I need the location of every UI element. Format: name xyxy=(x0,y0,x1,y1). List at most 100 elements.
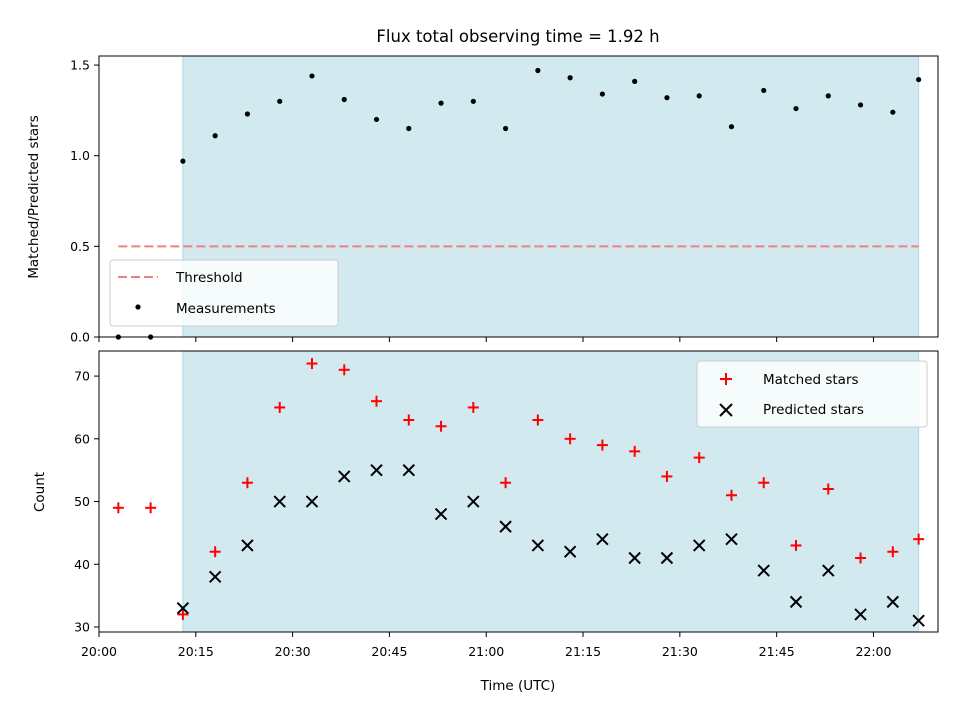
predicted-star-marker xyxy=(241,539,254,552)
matched-star-marker xyxy=(177,608,189,620)
bottom-y-tick-label: 30 xyxy=(74,619,90,634)
matched-star-marker xyxy=(790,539,802,551)
predicted-star-marker xyxy=(273,495,286,508)
measurement-point xyxy=(696,93,702,99)
matched-star-marker xyxy=(403,414,415,426)
top-legend-box xyxy=(109,259,339,327)
measurement-point xyxy=(664,95,670,101)
predicted-star-marker xyxy=(757,564,770,577)
bottom-y-tick-label: 70 xyxy=(74,369,90,384)
predicted-star-marker xyxy=(912,614,925,627)
bottom-y-tick-label: 60 xyxy=(74,431,90,446)
x-tick-label: 20:45 xyxy=(371,644,407,659)
top-y-tick-label: 1.0 xyxy=(70,148,90,163)
predicted-star-marker xyxy=(531,539,545,552)
matched-star-marker xyxy=(564,433,576,445)
matched-star-marker xyxy=(822,483,834,495)
legend-matched-swatch xyxy=(720,373,732,385)
legend-predicted-label: Predicted stars xyxy=(763,402,864,418)
predicted-star-marker xyxy=(208,570,222,584)
x-tick-label: 20:00 xyxy=(81,644,117,659)
x-tick-label: 21:00 xyxy=(468,644,504,659)
measurement-point xyxy=(212,133,218,139)
matched-star-marker xyxy=(371,395,383,407)
predicted-star-marker xyxy=(725,532,738,546)
x-tick-label: 20:30 xyxy=(275,644,311,659)
top-y-tick-label: 1.5 xyxy=(70,58,90,73)
top-y-ticks: 0.0 0.5 1.0 1.5 xyxy=(70,58,99,345)
chart-title: Flux total observing time = 1.92 h xyxy=(376,27,659,46)
x-tick-label: 20:15 xyxy=(178,644,214,659)
matched-star-marker xyxy=(274,401,286,413)
top-legend: Threshold Measurements xyxy=(109,259,339,327)
measurement-point xyxy=(502,125,509,132)
predicted-star-marker xyxy=(596,532,609,546)
x-tick-label: 21:15 xyxy=(565,644,601,659)
matched-star-marker xyxy=(145,502,157,514)
x-axis-label: Time (UTC) xyxy=(480,678,556,694)
predicted-star-marker xyxy=(693,539,706,552)
matched-star-marker xyxy=(500,477,512,489)
x-tick-label: 21:30 xyxy=(662,644,698,659)
x-tick-label: 22:00 xyxy=(855,644,891,659)
predicted-star-marker xyxy=(499,520,512,533)
measurement-point xyxy=(761,87,767,94)
measurement-point xyxy=(857,102,864,108)
predicted-star-marker xyxy=(176,601,190,615)
predicted-star-marker xyxy=(402,463,415,477)
top-y-tick-label: 0.0 xyxy=(70,330,90,345)
matched-star-marker xyxy=(338,364,350,376)
top-axes-frame xyxy=(98,55,939,338)
matched-star-marker xyxy=(661,470,673,482)
matched-star-marker xyxy=(758,477,770,489)
predicted-star-marker xyxy=(338,470,351,483)
measurement-point xyxy=(567,75,573,81)
matched-star-marker xyxy=(693,452,705,464)
measurement-point xyxy=(341,96,347,103)
bottom-y-tick-label: 50 xyxy=(74,494,90,509)
predicted-star-marker xyxy=(434,507,448,521)
predicted-star-marker xyxy=(886,595,900,609)
matched-star-marker xyxy=(241,477,253,489)
top-panel: 0.0 0.5 1.0 1.5 Matched/Predicted stars Thr… xyxy=(26,55,939,345)
measurement-point xyxy=(793,105,799,112)
predicted-star-marker xyxy=(854,608,867,621)
bottom-legend-box xyxy=(696,360,928,428)
measurement-point xyxy=(309,73,315,79)
predicted-star-marker xyxy=(305,495,319,508)
matched-star-marker xyxy=(209,546,221,558)
measurement-point xyxy=(244,111,251,117)
measurement-point xyxy=(916,76,922,83)
bottom-y-axis-label: Count xyxy=(32,472,48,512)
predicted-star-marker xyxy=(628,551,641,565)
measurement-point xyxy=(470,98,476,104)
matched-star-marker xyxy=(913,533,925,545)
predicted-star-marker xyxy=(563,545,577,558)
bottom-panel: 30 40 50 60 70 20:00 20:15 20:30 20:45 21:00 21:1… xyxy=(32,350,939,694)
bottom-axes-frame xyxy=(98,350,939,633)
predicted-star-marker xyxy=(660,551,674,565)
matched-star-marker xyxy=(467,401,479,413)
legend-threshold-label: Threshold xyxy=(175,270,243,286)
measurement-point xyxy=(890,109,896,115)
measurement-points xyxy=(115,67,922,340)
legend-measurements-label: Measurements xyxy=(176,301,276,317)
measurement-point xyxy=(728,124,735,130)
x-tick-label: 21:45 xyxy=(759,644,795,659)
matched-star-marker xyxy=(532,414,544,426)
measurement-point xyxy=(825,93,831,99)
predicted-star-marker xyxy=(822,564,835,577)
matched-stars-points xyxy=(112,358,925,620)
matched-star-marker xyxy=(112,502,124,514)
bottom-legend: Matched stars Predicted stars xyxy=(696,360,928,428)
measurement-point xyxy=(438,100,444,106)
bottom-x-ticks: 20:00 20:15 20:30 20:45 21:00 21:15 21:30 21:45… xyxy=(81,632,892,659)
top-x-ticks xyxy=(98,337,874,342)
measurement-point xyxy=(180,158,186,164)
predicted-star-marker xyxy=(370,463,383,477)
matched-star-marker xyxy=(435,420,447,432)
matched-star-marker xyxy=(725,489,737,501)
matched-star-marker xyxy=(306,358,318,370)
legend-predicted-swatch xyxy=(719,403,733,417)
